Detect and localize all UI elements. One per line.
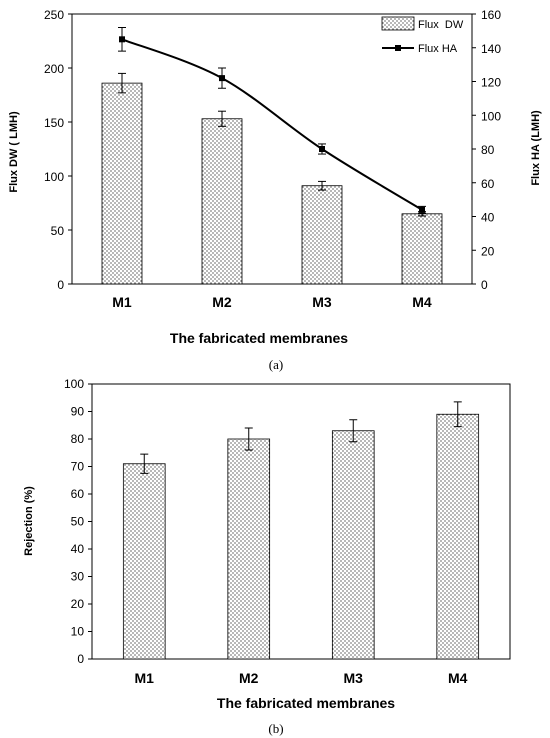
- chart-a-right-axis: 0 20 40 60 80 100 120 140 160: [472, 8, 501, 292]
- rejection-error-bar-m2: [244, 427, 253, 451]
- chart-b-panel-label: (b): [268, 721, 283, 736]
- chart-a-right-tick-label: 140: [481, 42, 501, 56]
- chart-a-line-series: [118, 27, 426, 214]
- chart-b-category-label: M2: [239, 670, 259, 686]
- chart-a-left-tick-label: 0: [57, 278, 64, 292]
- chart-a-left-tick-label: 250: [44, 8, 64, 22]
- chart-a-right-tick-label: 100: [481, 109, 501, 123]
- legend-label-flux-ha: Flux HA: [418, 43, 458, 55]
- chart-a-right-tick-label: 80: [481, 143, 495, 157]
- flux-dw-bar-m1: [101, 82, 143, 285]
- chart-b-y-tick-label: 60: [71, 487, 85, 501]
- chart-a-category-label: M4: [412, 294, 432, 310]
- chart-a-left-tick-label: 100: [44, 170, 64, 184]
- chart-a-right-tick-label: 0: [481, 278, 488, 292]
- chart-b-bars: [122, 401, 480, 660]
- chart-a-category-label: M1: [112, 294, 132, 310]
- chart-a-left-tick-label: 200: [44, 62, 64, 76]
- rejection-bar-m2: [227, 438, 271, 660]
- legend-label-flux-dw: Flux DW: [418, 19, 464, 31]
- flux-ha-point-m4: [419, 206, 425, 213]
- chart-b-y-tick-label: 20: [71, 597, 85, 611]
- chart-a-right-tick-label: 60: [481, 177, 495, 191]
- chart-b-y-tick-label: 70: [71, 460, 85, 474]
- chart-a-left-tick-label: 150: [44, 116, 64, 130]
- flux-ha-point-m2: [219, 75, 225, 82]
- chart-b-y-tick-label: 30: [71, 570, 85, 584]
- chart-b-y-tick-label: 10: [71, 625, 85, 639]
- chart-a-legend: Flux DW Flux HA: [381, 16, 464, 55]
- chart-a-categories: M1 M2 M3 M4: [112, 294, 432, 310]
- legend-marker-flux-ha: [395, 45, 401, 51]
- chart-a-right-tick-label: 20: [481, 244, 495, 258]
- legend-swatch-flux-dw: [381, 16, 415, 31]
- chart-a-right-tick-label: 120: [481, 76, 501, 90]
- flux-ha-point-m1: [119, 36, 125, 43]
- flux-ha-point-m3: [319, 146, 325, 152]
- chart-b: 0 10 20 30 40 50 60 70 80 90 100 M1 M2 M3 M4 Rejectio…: [23, 377, 511, 736]
- chart-a-right-tick-label: 40: [481, 211, 495, 225]
- chart-a-panel-label: (a): [269, 357, 283, 372]
- chart-b-y-tick-label: 0: [77, 652, 84, 666]
- chart-b-y-tick-label: 80: [71, 432, 85, 446]
- chart-a-y2-label: Flux HA (LMH): [530, 110, 542, 186]
- rejection-error-bar-m4: [453, 401, 462, 428]
- flux-ha-line: [121, 38, 423, 211]
- flux-dw-bar-m2: [201, 118, 243, 285]
- rejection-bar-m1: [122, 463, 166, 660]
- chart-b-y-label: Rejection (%): [23, 486, 35, 556]
- chart-a-x-label: The fabricated membranes: [170, 330, 348, 346]
- chart-a-category-label: M3: [312, 294, 332, 310]
- chart-a-left-tick-label: 50: [51, 224, 65, 238]
- chart-b-categories: M1 M2 M3 M4: [135, 670, 468, 686]
- chart-b-y-tick-label: 90: [71, 405, 85, 419]
- flux-dw-bar-m4: [401, 213, 443, 285]
- chart-a-category-label: M2: [212, 294, 232, 310]
- flux-dw-error-bar-m2: [218, 110, 226, 127]
- chart-a-left-axis: 0 50 100 150 200 250: [44, 8, 72, 292]
- chart-b-category-label: M3: [344, 670, 364, 686]
- flux-dw-error-bar-m1: [118, 72, 126, 94]
- rejection-error-bar-m1: [140, 453, 149, 474]
- flux-dw-error-bar-m3: [318, 180, 326, 191]
- chart-b-x-label: The fabricated membranes: [217, 695, 395, 711]
- rejection-bar-m3: [331, 430, 375, 660]
- chart-b-category-label: M4: [448, 670, 468, 686]
- rejection-bar-m4: [436, 413, 480, 660]
- flux-dw-bar-m3: [301, 185, 343, 285]
- rejection-error-bar-m3: [349, 419, 358, 443]
- chart-b-category-label: M1: [135, 670, 155, 686]
- chart-b-y-tick-label: 100: [64, 377, 84, 391]
- chart-a-right-tick-label: 160: [481, 8, 501, 22]
- chart-a-bars: [101, 72, 443, 285]
- chart-a: 0 50 100 150 200 250 0 20 40 60 80 100 120 140 160 M1…: [8, 8, 542, 372]
- chart-b-y-tick-label: 50: [71, 515, 85, 529]
- chart-b-y-axis: 0 10 20 30 40 50 60 70 80 90 100: [64, 377, 92, 666]
- chart-b-y-tick-label: 40: [71, 542, 85, 556]
- chart-a-y-label: Flux DW ( LMH): [8, 111, 20, 193]
